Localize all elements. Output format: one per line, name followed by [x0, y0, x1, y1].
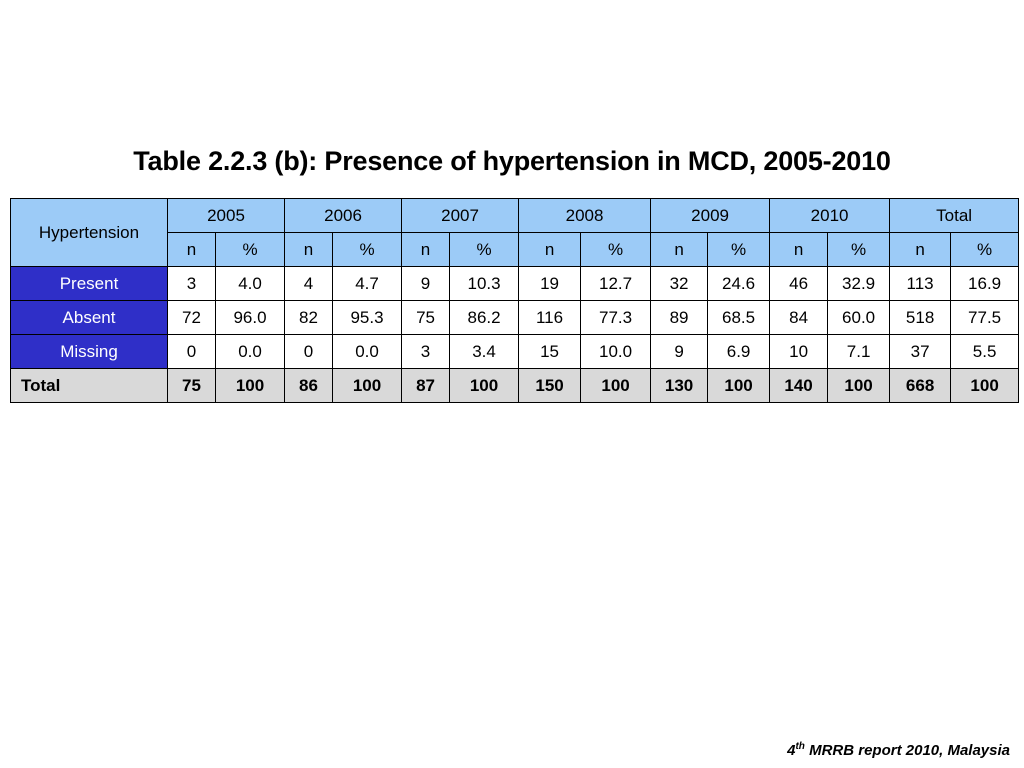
table-cell: 3	[167, 266, 216, 301]
header-row-sub: n % n % n % n % n % n % n %	[11, 232, 1020, 267]
total-cell: 100	[827, 368, 891, 403]
table-cell: 3.4	[449, 334, 520, 369]
total-cell: 75	[167, 368, 216, 403]
row-label-missing: Missing	[10, 334, 168, 369]
total-cell: 100	[580, 368, 652, 403]
row-label-absent: Absent	[10, 300, 168, 335]
table-row-present: Present 3 4.0 4 4.7 9 10.3 19 12.7 32 24…	[10, 266, 1020, 301]
total-cell: 140	[769, 368, 829, 403]
year-header: 2009	[650, 198, 771, 233]
sub-header-n: n	[284, 232, 334, 267]
table-cell: 72	[167, 300, 216, 335]
table-cell: 77.5	[950, 300, 1020, 335]
table-cell: 89	[650, 300, 709, 335]
sub-header-pct: %	[214, 232, 286, 267]
table-cell: 86.2	[449, 300, 520, 335]
total-cell: 130	[650, 368, 709, 403]
total-cell: 100	[449, 368, 520, 403]
sub-header-n: n	[518, 232, 582, 267]
total-cell: 668	[889, 368, 952, 403]
total-cell: 87	[401, 368, 451, 403]
table-cell: 0	[284, 334, 334, 369]
table-cell: 96.0	[214, 300, 286, 335]
table-cell: 24.6	[707, 266, 771, 301]
table-cell: 16.9	[950, 266, 1020, 301]
table-cell: 9	[650, 334, 709, 369]
total-cell: 100	[214, 368, 286, 403]
table-cell: 19	[518, 266, 582, 301]
table-cell: 82	[284, 300, 334, 335]
table-cell: 113	[889, 266, 952, 301]
table-cell: 32	[650, 266, 709, 301]
table-cell: 12.7	[580, 266, 652, 301]
table-cell: 518	[889, 300, 952, 335]
total-header: Total	[889, 198, 1020, 233]
footnote-number: 4	[787, 742, 796, 759]
row-label-total: Total	[10, 368, 168, 403]
table-cell: 84	[769, 300, 829, 335]
table-cell: 0.0	[214, 334, 286, 369]
table-cell: 37	[889, 334, 952, 369]
table-cell: 75	[401, 300, 451, 335]
sub-header-n: n	[769, 232, 829, 267]
table-cell: 3	[401, 334, 451, 369]
table-cell: 116	[518, 300, 582, 335]
table-cell: 60.0	[827, 300, 891, 335]
table-cell: 9	[401, 266, 451, 301]
sub-header-n: n	[401, 232, 451, 267]
sub-header-pct: %	[449, 232, 520, 267]
sub-header-pct: %	[707, 232, 771, 267]
source-footnote: 4th MRRB report 2010, Malaysia	[787, 741, 1010, 759]
year-header: 2010	[769, 198, 891, 233]
table-row-absent: Absent 72 96.0 82 95.3 75 86.2 116 77.3 …	[10, 300, 1020, 335]
total-cell: 100	[332, 368, 403, 403]
table-cell: 5.5	[950, 334, 1020, 369]
footnote-text: MRRB report 2010, Malaysia	[804, 742, 1010, 759]
sub-header-n: n	[889, 232, 952, 267]
sub-header-pct: %	[827, 232, 891, 267]
year-header: 2007	[401, 198, 520, 233]
table-cell: 46	[769, 266, 829, 301]
header-row-years: Hypertension 2005 2006 2007 2008 2009 20…	[10, 198, 1020, 267]
table-cell: 4.7	[332, 266, 403, 301]
row-label-present: Present	[10, 266, 168, 301]
table-cell: 6.9	[707, 334, 771, 369]
table-title: Table 2.2.3 (b): Presence of hypertensio…	[133, 146, 891, 176]
table-cell: 77.3	[580, 300, 652, 335]
total-cell: 100	[950, 368, 1020, 403]
sub-header-pct: %	[950, 232, 1020, 267]
table-row-total: Total 75 100 86 100 87 100 150 100 130 1…	[10, 368, 1020, 403]
sub-header-pct: %	[332, 232, 403, 267]
year-header: 2006	[284, 198, 403, 233]
table-cell: 4	[284, 266, 334, 301]
year-header: 2005	[166, 198, 286, 233]
table-cell: 10.0	[580, 334, 652, 369]
table-cell: 0.0	[332, 334, 403, 369]
table-cell: 32.9	[827, 266, 891, 301]
table-cell: 68.5	[707, 300, 771, 335]
table-cell: 0	[167, 334, 216, 369]
table-cell: 4.0	[214, 266, 286, 301]
table-cell: 10.3	[449, 266, 520, 301]
hypertension-table: Hypertension 2005 2006 2007 2008 2009 20…	[10, 198, 1020, 403]
table-row-missing: Missing 0 0.0 0 0.0 3 3.4 15 10.0 9 6.9 …	[10, 334, 1020, 369]
total-cell: 100	[707, 368, 771, 403]
table-cell: 95.3	[332, 300, 403, 335]
table-cell: 7.1	[827, 334, 891, 369]
table-cell: 15	[518, 334, 582, 369]
total-cell: 150	[518, 368, 582, 403]
table-cell: 10	[769, 334, 829, 369]
sub-header-pct: %	[580, 232, 652, 267]
total-cell: 86	[284, 368, 334, 403]
footnote-ordinal: th	[795, 741, 805, 752]
year-header: 2008	[518, 198, 652, 233]
sub-header-n: n	[167, 232, 216, 267]
corner-header: Hypertension	[10, 198, 168, 267]
sub-header-n: n	[650, 232, 709, 267]
